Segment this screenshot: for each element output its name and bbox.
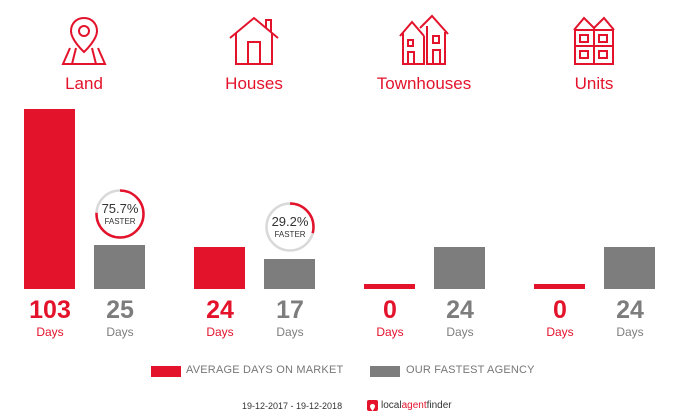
value-label-land-agency: 25 — [106, 296, 134, 324]
bar-land-agency — [94, 245, 145, 289]
brand-name-part: agent — [401, 400, 427, 411]
legend-label-market: AVERAGE DAYS ON MARKET — [186, 364, 344, 376]
badge-percent: 29.2% — [271, 214, 309, 229]
faster-badge-land: 75.7% FASTER — [94, 188, 146, 240]
units-icon — [566, 12, 622, 68]
unit-label: Days — [616, 325, 644, 339]
brand-name: localagentfinder — [381, 400, 452, 411]
bar-land-market — [24, 109, 75, 289]
value-label-units-agency: 24 — [616, 296, 644, 324]
value-label-land-market: 103 — [29, 296, 71, 324]
legend-swatch-market — [151, 366, 181, 377]
unit-label: Days — [106, 325, 134, 339]
badge-progress-arc — [265, 202, 315, 252]
brand-name-part: local — [381, 400, 402, 411]
badge-percent: 75.7% — [101, 201, 139, 216]
map-pin-icon — [56, 12, 112, 68]
date-range: 19-12-2017 - 19-12-2018 — [242, 401, 343, 411]
category-label-units: Units — [574, 74, 614, 93]
brand-name-part: finder — [426, 400, 452, 411]
brand-logo-icon — [367, 400, 378, 411]
legend-swatch-agency — [370, 366, 400, 377]
badge-progress-arc — [95, 189, 145, 239]
unit-label: Days — [276, 325, 304, 339]
faster-badge-houses: 29.2% FASTER — [264, 201, 316, 253]
value-label-townhouses-market: 0 — [383, 296, 397, 324]
value-label-houses-agency: 17 — [276, 296, 304, 324]
bar-houses-market — [194, 247, 245, 289]
bar-townhouses-agency — [434, 247, 485, 289]
house-icon — [226, 12, 282, 68]
townhouse-icon — [396, 12, 452, 68]
badge-label: FASTER — [274, 230, 306, 239]
unit-label: Days — [376, 325, 404, 339]
category-label-houses: Houses — [225, 74, 283, 93]
value-label-units-market: 0 — [553, 296, 567, 324]
bar-units-agency — [604, 247, 655, 289]
bar-houses-agency — [264, 259, 315, 289]
category-label-land: Land — [65, 74, 103, 93]
unit-label: Days — [446, 325, 474, 339]
category-label-townhouses: Townhouses — [376, 74, 472, 93]
unit-label: Days — [36, 325, 64, 339]
value-label-houses-market: 24 — [206, 296, 234, 324]
unit-label: Days — [206, 325, 234, 339]
unit-label: Days — [546, 325, 574, 339]
value-label-townhouses-agency: 24 — [446, 296, 474, 324]
legend-label-agency: OUR FASTEST AGENCY — [406, 364, 535, 376]
bar-townhouses-market — [364, 284, 415, 289]
badge-label: FASTER — [104, 217, 136, 226]
bar-units-market — [534, 284, 585, 289]
